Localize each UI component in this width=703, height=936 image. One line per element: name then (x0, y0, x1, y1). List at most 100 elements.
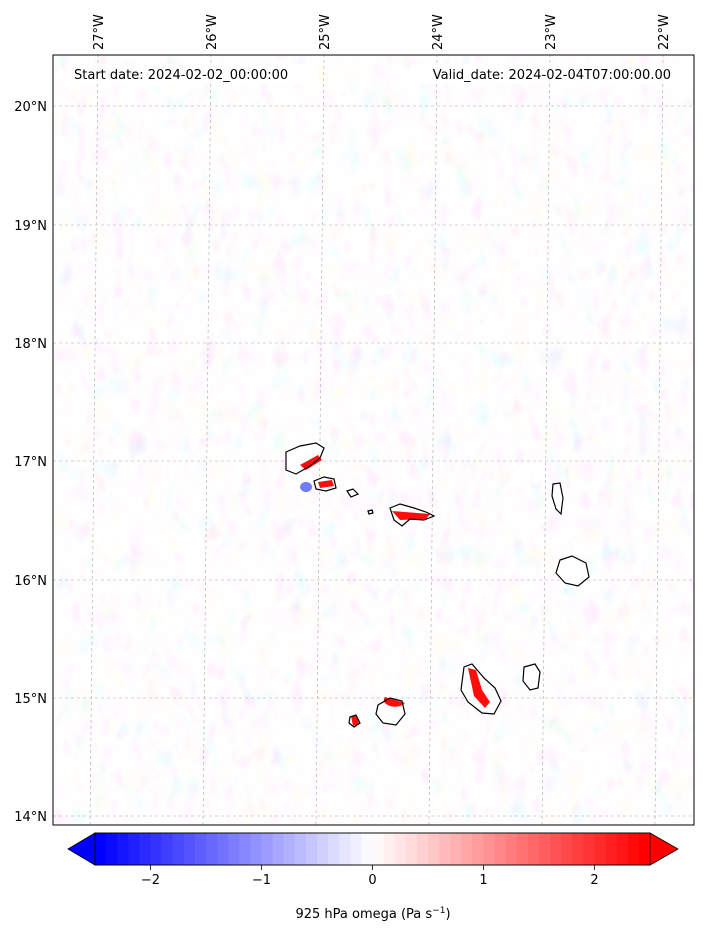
longitude-tick-label: 27°W (92, 14, 107, 50)
island-sao-nicolau (389, 503, 436, 527)
latitude-labels: 20°N 19°N 18°N 17°N 16°N 15°N 14°N (14, 100, 47, 825)
longitude-tick-label: 25°W (318, 14, 333, 50)
coastline (522, 663, 541, 691)
colorbar-segment (405, 833, 418, 865)
colorbar-segment (638, 833, 651, 865)
coastline (375, 697, 406, 726)
latitude-tick-label: 20°N (14, 100, 47, 115)
colorbar-segment (583, 833, 595, 865)
island-brava (348, 714, 361, 728)
colorbar-tick-label: 1 (479, 873, 487, 888)
colorbar-segment (228, 833, 240, 865)
colorbar-segment (561, 833, 573, 865)
latitude-tick-label: 15°N (14, 692, 47, 707)
colorbar-segment (128, 833, 140, 865)
colorbar-high-extension (649, 832, 679, 866)
start-date-label: Start date: 2024-02-02_00:00:00 (74, 68, 288, 83)
colorbar-segment (250, 833, 262, 865)
ascent-patch (318, 480, 334, 488)
longitude-tick-label: 26°W (205, 14, 220, 50)
colorbar-segment (372, 833, 385, 865)
land-fill (523, 664, 540, 690)
longitude-tick-label: 24°W (431, 14, 446, 50)
colorbar-segment (161, 833, 174, 865)
map-frame (52, 54, 695, 826)
latitude-tick-label: 17°N (14, 455, 47, 470)
descent-patch (300, 482, 313, 492)
land-fill (552, 483, 563, 514)
island-santiago (460, 663, 502, 715)
valid-date-label: Valid_date: 2024-02-04T07:00:00.00 (433, 68, 671, 83)
meridian-line (654, 55, 664, 825)
colorbar-tick-label: −1 (252, 873, 271, 888)
ascent-patch (351, 716, 359, 726)
colorbar-segment (305, 833, 318, 865)
island-santo-antao (285, 442, 325, 492)
colorbar-segment (328, 833, 340, 865)
colorbar-tick-label: 2 (590, 873, 598, 888)
ascent-patch (300, 455, 322, 470)
colorbar-segment (594, 833, 607, 865)
colorbar-segment (550, 833, 562, 865)
colorbar-segment (539, 833, 551, 865)
island-boa-vista (555, 555, 590, 587)
coastline (346, 488, 360, 498)
colorbar-segment (217, 833, 229, 865)
colorbar-segment (361, 833, 373, 865)
colorbar-tick-label: −2 (141, 873, 160, 888)
longitude-tick-label: 23°W (544, 14, 559, 50)
meridian-line (541, 55, 551, 825)
colorbar-segment (461, 833, 473, 865)
colorbar: −2 −1 0 1 2 925 hPa omega (Pa s−1) (67, 832, 679, 922)
colorbar-segment (339, 833, 351, 865)
colorbar-segment (172, 833, 185, 865)
omega-field (53, 55, 694, 825)
colorbar-segment (483, 833, 496, 865)
colorbar-segment (194, 833, 207, 865)
meridian-line (202, 55, 212, 825)
colorbar-segment (472, 833, 484, 865)
latitude-tick-label: 14°N (14, 810, 47, 825)
colorbar-segment (183, 833, 196, 865)
colorbar-segment (283, 833, 296, 865)
colorbar-segment (106, 833, 118, 865)
meridian-line (315, 55, 325, 825)
header-box-right (410, 64, 678, 84)
header-box-left (68, 64, 318, 84)
colorbar-segment (428, 833, 440, 865)
colorbar-title: 925 hPa omega (Pa s−1) (295, 906, 450, 922)
island-sal (551, 482, 564, 516)
land-fill (556, 556, 589, 586)
colorbar-low-extension (67, 832, 96, 866)
latitude-tick-label: 18°N (14, 337, 47, 352)
colorbar-segment (416, 833, 429, 865)
colorbar-segment (605, 833, 618, 865)
colorbar-segment (261, 833, 274, 865)
coastline (555, 555, 590, 587)
colorbar-tick-label: 0 (368, 873, 376, 888)
land-fill (286, 443, 324, 474)
colorbar-segment (450, 833, 462, 865)
island-maio (522, 663, 541, 691)
gridlines (53, 55, 694, 825)
island-sao-vicente (313, 476, 337, 492)
colorbar-segment (516, 833, 529, 865)
colorbar-segment (494, 833, 507, 865)
colorbar-segment (272, 833, 285, 865)
colorbar-segment (394, 833, 407, 865)
coastline (367, 509, 374, 515)
island-santa-luzia (346, 488, 360, 498)
longitude-tick-label: 22°W (657, 14, 672, 50)
colorbar-segment (627, 833, 640, 865)
coastlines (285, 442, 590, 728)
colorbar-segment (206, 833, 218, 865)
colorbar-segment (139, 833, 151, 865)
map-panel (53, 55, 694, 825)
island-razo (367, 509, 374, 515)
field-wash (53, 55, 694, 825)
colorbar-segment (527, 833, 540, 865)
coastline (348, 714, 361, 728)
island-fogo (375, 697, 406, 726)
colorbar-segment (572, 833, 584, 865)
